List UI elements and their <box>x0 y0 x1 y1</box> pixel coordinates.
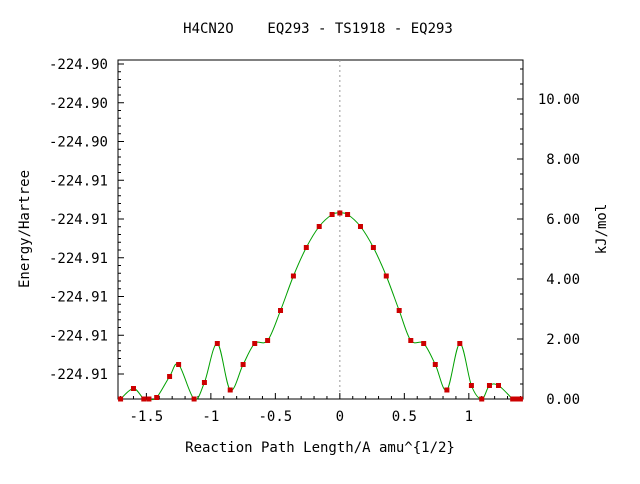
data-point-marker <box>130 386 136 391</box>
data-point-marker <box>345 212 351 217</box>
data-point-marker <box>303 245 309 250</box>
data-point-marker <box>479 396 485 402</box>
data-point-marker <box>486 383 492 388</box>
right-y-tick-label: 2.00 <box>546 332 580 348</box>
data-point-marker <box>118 396 124 402</box>
x-tick-label: 0 <box>336 409 344 425</box>
right-y-tick-label: 8.00 <box>546 152 580 168</box>
data-point-marker <box>252 341 258 346</box>
data-point-marker <box>146 396 152 402</box>
data-point-marker <box>468 383 474 388</box>
left-y-tick-label: -224.91 <box>49 251 108 267</box>
right-y-tick-label: 10.00 <box>538 92 580 108</box>
right-y-axis-label: kJ/mol <box>594 204 610 255</box>
data-point-marker <box>432 362 438 367</box>
data-point-marker <box>444 387 450 393</box>
data-point-marker <box>167 374 173 379</box>
energy-series <box>120 212 521 401</box>
data-point-marker <box>408 338 414 343</box>
data-point-marker <box>517 396 523 402</box>
data-point-marker <box>191 396 197 402</box>
data-point-marker <box>383 273 389 279</box>
chart-title: H4CN2O EQ293 - TS1918 - EQ293 <box>183 21 453 37</box>
data-point-marker <box>337 210 343 216</box>
plot-frame <box>117 59 524 400</box>
energy-curve <box>120 212 521 401</box>
data-point-marker <box>278 308 284 313</box>
data-point-marker <box>176 362 182 367</box>
x-axis-label: Reaction Path Length/A amu^{1/2} <box>185 440 455 456</box>
data-point-marker <box>227 387 233 393</box>
x-tick-label: -0.5 <box>258 409 292 425</box>
data-point-marker <box>154 395 160 400</box>
data-point-marker <box>515 396 521 402</box>
x-tick-label: -1.5 <box>130 409 164 425</box>
data-point-marker <box>421 341 427 346</box>
left-y-tick-label: -224.90 <box>49 96 108 112</box>
data-point-marker <box>214 341 220 346</box>
data-point-marker <box>329 212 335 217</box>
data-point-marker <box>357 224 363 229</box>
data-point-marker <box>396 308 402 313</box>
left-y-axis-label: Energy/Hartree <box>17 170 33 288</box>
data-point-marker <box>512 396 518 402</box>
left-y-tick-label: -224.91 <box>49 290 108 306</box>
data-point-marker <box>457 341 463 346</box>
data-markers <box>118 210 523 402</box>
x-tick-label: 1 <box>465 409 473 425</box>
right-y-tick-label: 6.00 <box>546 212 580 228</box>
data-point-marker <box>316 224 322 229</box>
data-point-marker <box>141 396 147 402</box>
data-point-marker <box>510 396 516 402</box>
data-point-marker <box>201 380 207 385</box>
axis-ticks: -1.5 -1 -0.5 0 0.5 1 -224.90 -224.90 -224.90 -224… <box>49 57 580 425</box>
data-point-marker <box>265 338 271 343</box>
data-point-marker <box>495 383 501 388</box>
left-y-tick-label: -224.91 <box>49 328 108 344</box>
right-y-tick-label: 0.00 <box>546 392 580 408</box>
right-y-tick-label: 4.00 <box>546 272 580 288</box>
left-y-tick-label: -224.91 <box>49 173 108 189</box>
left-y-tick-label: -224.90 <box>49 57 108 73</box>
left-y-tick-label: -224.91 <box>49 212 108 228</box>
left-y-tick-label: -224.91 <box>49 367 108 383</box>
data-point-marker <box>370 245 376 250</box>
x-tick-label: -1 <box>202 409 219 425</box>
data-point-marker <box>290 273 296 279</box>
x-tick-label: 0.5 <box>392 409 417 425</box>
data-point-marker <box>240 362 246 367</box>
left-y-tick-label: -224.90 <box>49 135 108 151</box>
